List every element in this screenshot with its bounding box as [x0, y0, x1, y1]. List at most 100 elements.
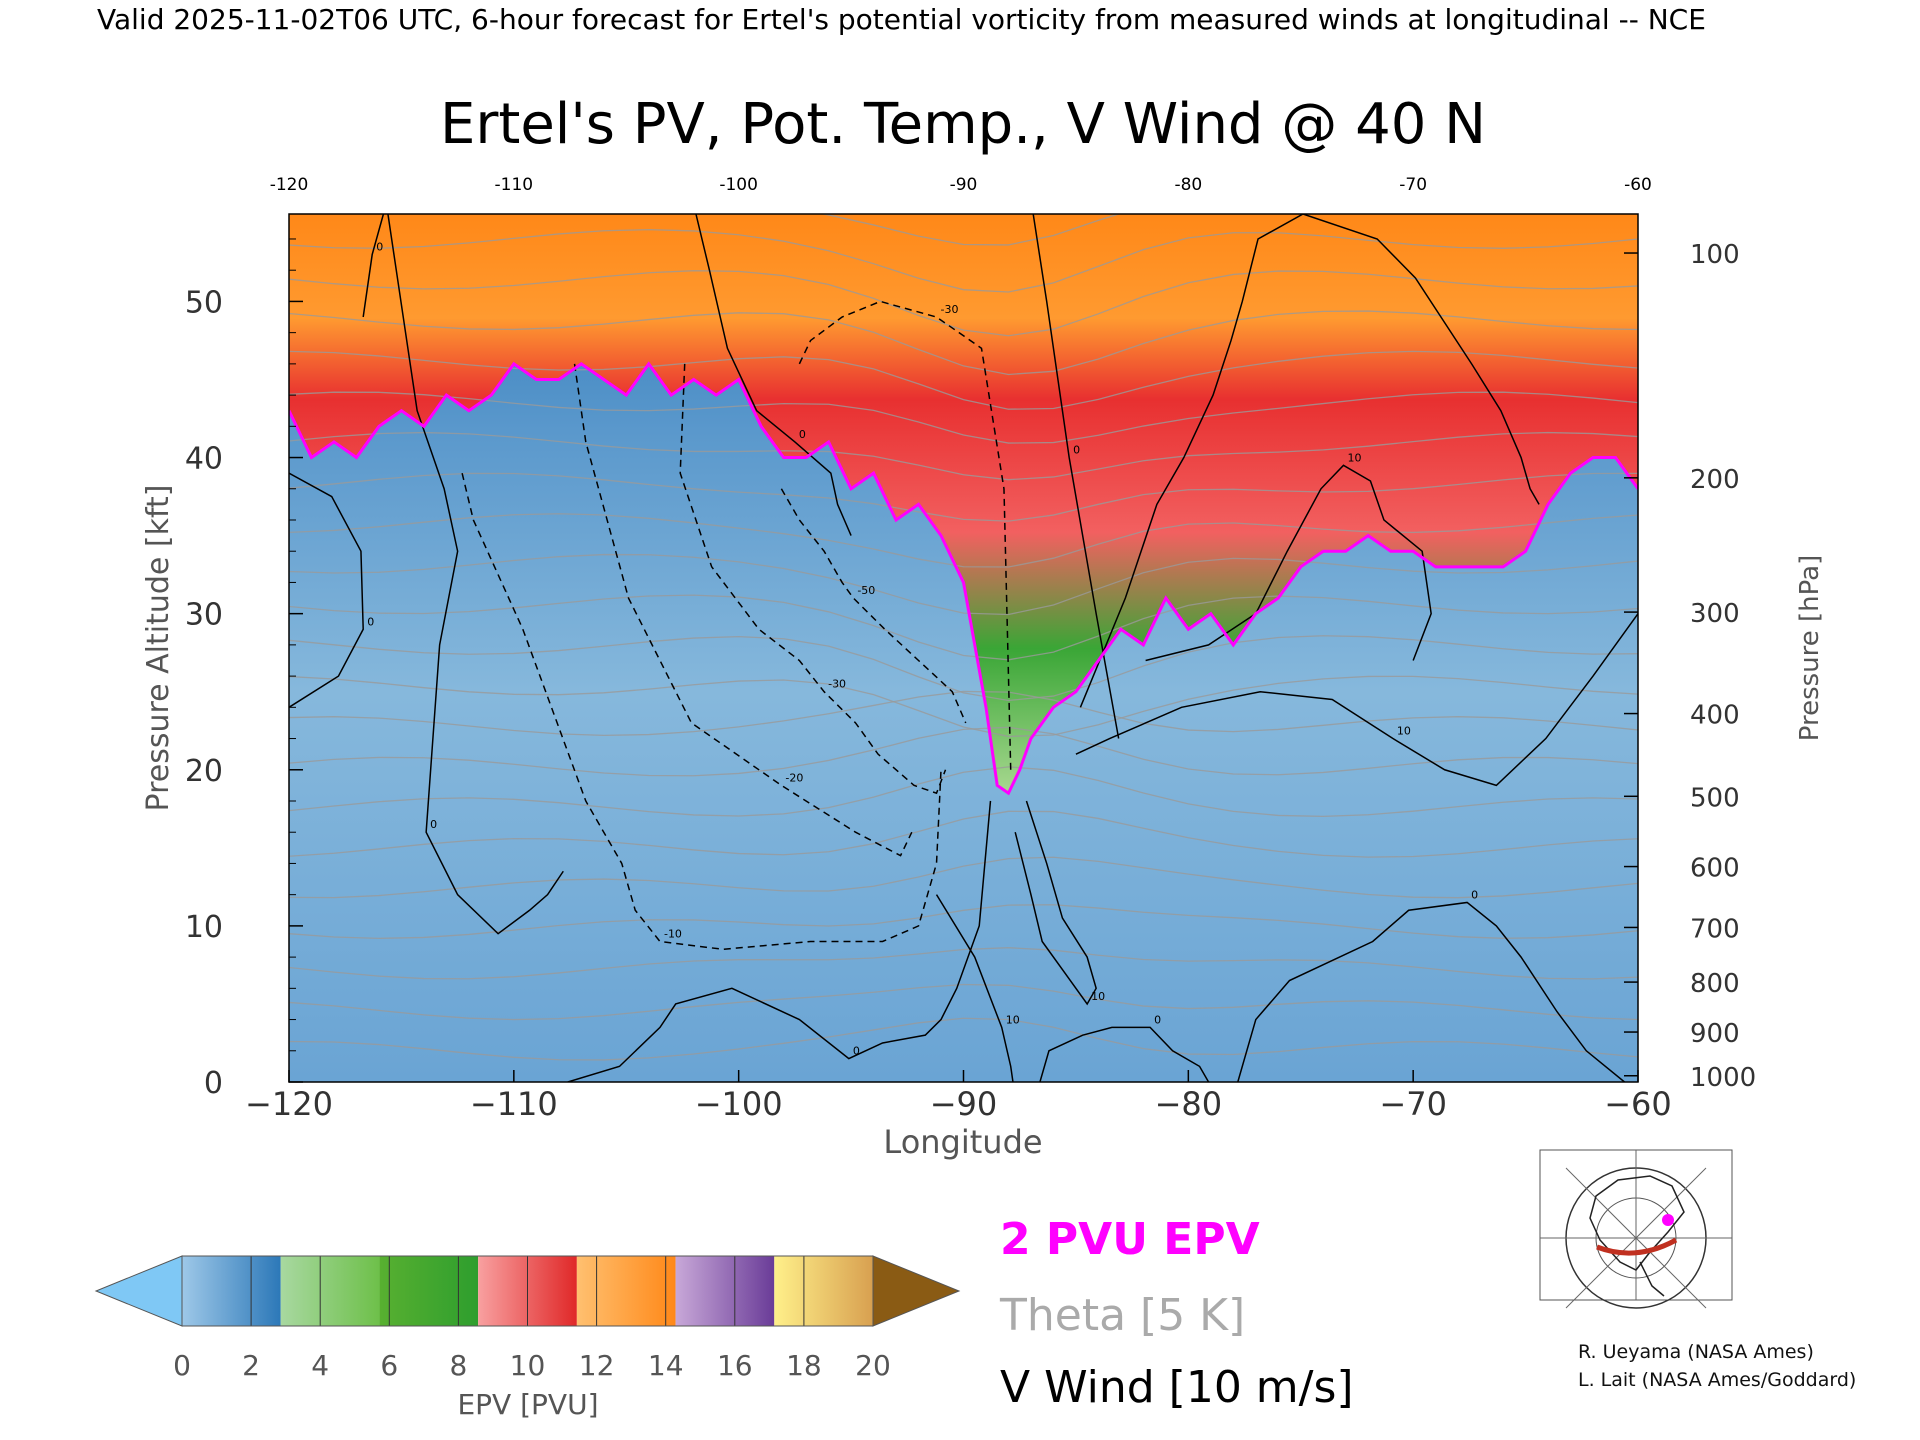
colorbar-tick-label: 0: [173, 1349, 191, 1382]
legend: 2 PVU EPV Theta [5 K] V Wind [10 m/s]: [999, 1214, 1354, 1413]
x-tick-label: −90: [930, 1085, 998, 1123]
top-axis: -120 -110 -100 -90 -80 -70 -60: [270, 175, 1652, 195]
v-wind-contour-label: -30: [941, 303, 959, 316]
v-wind-contour-label: -20: [785, 771, 803, 784]
colorbar-tick-label: 10: [510, 1349, 546, 1382]
v-wind-contour-label: 0: [430, 818, 437, 831]
top-tick-label: -100: [719, 175, 758, 195]
theta-line: [289, 228, 1638, 293]
theta-line: [289, 810, 1638, 858]
theta-line: [289, 270, 1638, 337]
v-wind-contour-label: 0: [376, 241, 383, 254]
v-wind-contours: -10 -20 -30 -50 -30 0 0 0 0 10 0 10 10 10 0 0 0 10: [289, 200, 1638, 1082]
x-axis: −120 −110 −100 −90 −80 −70 −60: [245, 1070, 1672, 1123]
colorbar-tick-label: 4: [311, 1349, 329, 1382]
v-wind-contour: [1079, 214, 1540, 708]
v-wind-contour-label: 0: [1471, 888, 1478, 901]
v-wind-contour: [1075, 613, 1638, 787]
top-tick-label: -110: [495, 175, 534, 195]
colorbar-tick-label: 12: [579, 1349, 615, 1382]
credit-2: L. Lait (NASA Ames/Goddard): [1578, 1369, 1856, 1391]
colorbar-tick-label: 2: [242, 1349, 260, 1382]
colorbar-frame: [181, 1255, 874, 1327]
x-tick-label: −100: [695, 1085, 783, 1123]
colorbar-band: [182, 1256, 281, 1326]
pressure-tick-label: 700: [1690, 914, 1740, 944]
theta-line: [289, 391, 1638, 444]
colorbar-tick-label: 18: [786, 1349, 822, 1382]
legend-item-v-wind: V Wind [10 m/s]: [1000, 1362, 1354, 1413]
x-axis-label: Longitude: [883, 1123, 1042, 1161]
x-tick-label: −120: [245, 1085, 333, 1123]
v-wind-contour-label: -30: [828, 678, 846, 691]
v-wind-contour: [780, 488, 967, 724]
locator-map: [1539, 1149, 1733, 1309]
pressure-tick-label: 600: [1690, 854, 1740, 884]
v-wind-contour: [1145, 464, 1432, 662]
v-wind-contour: [362, 214, 385, 318]
v-wind-contour-label: 0: [1073, 444, 1080, 457]
x-tick-label: −80: [1155, 1085, 1223, 1123]
v-wind-contour: [1237, 901, 1625, 1082]
theta-line: [289, 947, 1638, 980]
theta-contours: [289, 214, 1638, 1061]
theta-line: [289, 1017, 1638, 1061]
v-wind-contour: [461, 472, 942, 951]
v-wind-contour: [573, 363, 913, 857]
v-wind-contour-label: 10: [1307, 200, 1321, 213]
pressure-tick-label: 900: [1690, 1019, 1740, 1049]
v-wind-contour: [1014, 800, 1097, 1006]
colorbar-tick-label: 16: [717, 1349, 753, 1382]
v-wind-contour: [798, 300, 1012, 770]
x-tick-label: −70: [1379, 1085, 1447, 1123]
x-tick-label: −110: [470, 1085, 558, 1123]
top-tick-label: -90: [950, 175, 978, 195]
v-wind-contour-label: 10: [1091, 990, 1105, 1003]
v-wind-contour-label: -10: [664, 927, 682, 940]
theta-line: [289, 431, 1638, 481]
legend-item-theta: Theta [5 K]: [999, 1290, 1245, 1341]
y-axis: 0 10 20 30 40 50: [185, 238, 303, 1101]
y-tick-label: 20: [185, 754, 223, 789]
theta-line: [289, 310, 1638, 376]
top-tick-label: -70: [1399, 175, 1427, 195]
y-tick-label: 30: [185, 598, 223, 633]
theta-line: [289, 675, 1638, 738]
colorbar-tick-label: 14: [648, 1349, 684, 1382]
pressure-tick-label: 800: [1690, 969, 1740, 999]
chart-title: Ertel's PV, Pot. Temp., V Wind @ 40 N: [440, 92, 1486, 157]
colorbar-band: [576, 1256, 676, 1326]
tropopause-2pvu-line: [289, 361, 1638, 796]
v-wind-contour-label: -50: [857, 584, 875, 597]
theta-line: [289, 766, 1638, 818]
theta-line: [289, 553, 1638, 616]
pressure-tick-label: 200: [1690, 465, 1740, 495]
theta-line: [289, 983, 1638, 1021]
theta-line: [289, 726, 1638, 777]
v-wind-contour: [567, 800, 992, 1082]
theta-line: [289, 350, 1638, 410]
theta-line: [289, 513, 1638, 568]
v-wind-contour-label: 10: [1006, 1013, 1020, 1026]
top-tick-label: -80: [1174, 175, 1202, 195]
theta-line: [819, 214, 1121, 246]
pressure-tick-label: 300: [1690, 599, 1740, 629]
colorbar-over-arrow: [872, 1255, 961, 1327]
v-wind-contour-label: 0: [367, 615, 374, 628]
pressure-tick-label: 500: [1690, 783, 1740, 813]
v-wind-contour: [679, 363, 947, 795]
v-wind-contour-label: 10: [1397, 725, 1411, 738]
theta-line: [289, 635, 1638, 702]
colorbar: 0 2 4 6 8 10 12 14 16 18 20: [94, 1255, 961, 1382]
y-tick-label: 50: [185, 285, 223, 320]
pressure-tick-label: 400: [1690, 701, 1740, 731]
colorbar-tick-label: 8: [449, 1349, 467, 1382]
v-wind-contour: [387, 214, 564, 935]
credit-1: R. Ueyama (NASA Ames): [1578, 1341, 1814, 1363]
legend-item-2pvu: 2 PVU EPV: [1000, 1214, 1260, 1265]
y-axis-label: Pressure Altitude [kft]: [141, 485, 176, 812]
top-tick-label: -60: [1624, 175, 1652, 195]
colorbar-band: [675, 1256, 775, 1326]
